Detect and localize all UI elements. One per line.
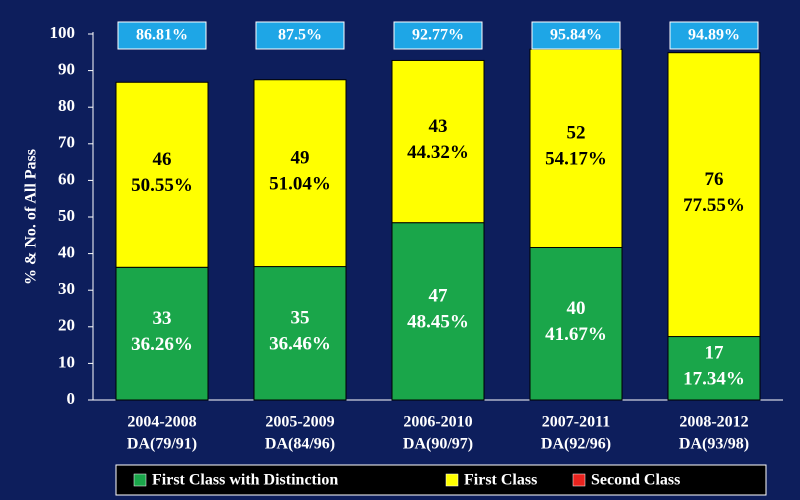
total-box bbox=[669, 21, 759, 50]
segment-percent-label: 17.34% bbox=[683, 369, 745, 390]
legend-swatch bbox=[445, 473, 459, 487]
total-label: 94.89% bbox=[688, 27, 740, 44]
y-tick-label: 100 bbox=[50, 23, 76, 42]
bar-segment bbox=[253, 266, 347, 401]
x-tick-label: DA(84/96) bbox=[265, 436, 335, 453]
bar-segment bbox=[391, 59, 485, 224]
legend-label: First Class bbox=[464, 472, 537, 489]
legend-label: Second Class bbox=[591, 472, 680, 489]
bar-segment bbox=[529, 246, 623, 401]
segment-count-label: 35 bbox=[291, 308, 310, 329]
y-tick-label: 60 bbox=[58, 169, 75, 188]
x-tick-label: 2004-2008 bbox=[127, 414, 196, 431]
total-box bbox=[255, 21, 345, 50]
y-tick-label: 90 bbox=[58, 60, 75, 79]
segment-count-label: 52 bbox=[567, 123, 586, 144]
x-tick-label: DA(79/91) bbox=[127, 436, 197, 453]
bar-segment bbox=[391, 222, 485, 401]
y-tick-label: 80 bbox=[58, 96, 75, 115]
y-tick-label: 10 bbox=[58, 352, 75, 371]
x-tick-label: 2005-2009 bbox=[265, 414, 334, 431]
total-label: 92.77% bbox=[412, 27, 464, 44]
y-tick-label: 0 bbox=[67, 389, 76, 408]
y-axis-title: % & No. of All Pass bbox=[23, 149, 40, 285]
segment-percent-label: 36.46% bbox=[269, 334, 331, 355]
legend-swatch bbox=[133, 473, 147, 487]
x-tick-label: DA(93/98) bbox=[679, 436, 749, 453]
bar-segment bbox=[253, 79, 347, 268]
total-box bbox=[117, 21, 207, 50]
bar-segment bbox=[115, 266, 209, 401]
x-tick-label: DA(90/97) bbox=[403, 436, 473, 453]
segment-percent-label: 41.67% bbox=[545, 324, 607, 345]
segment-count-label: 47 bbox=[429, 286, 449, 307]
total-box bbox=[393, 21, 483, 50]
segment-count-label: 43 bbox=[429, 116, 448, 137]
x-tick-label: DA(92/96) bbox=[541, 436, 611, 453]
total-box bbox=[531, 21, 621, 50]
bar-segment bbox=[115, 81, 209, 268]
segment-percent-label: 36.26% bbox=[131, 334, 193, 355]
segment-percent-label: 48.45% bbox=[407, 312, 469, 333]
x-tick-label: 2007-2011 bbox=[542, 414, 610, 431]
legend-swatch bbox=[572, 473, 586, 487]
segment-percent-label: 77.55% bbox=[683, 195, 745, 216]
total-label: 95.84% bbox=[550, 27, 602, 44]
legend-label: First Class with Distinction bbox=[152, 472, 338, 489]
y-tick-label: 20 bbox=[58, 316, 75, 335]
segment-count-label: 76 bbox=[705, 169, 724, 190]
x-tick-label: 2006-2010 bbox=[403, 414, 472, 431]
segment-count-label: 40 bbox=[567, 298, 586, 319]
bar-segment bbox=[667, 52, 761, 338]
y-tick-label: 50 bbox=[58, 206, 75, 225]
legend-box bbox=[115, 464, 767, 496]
y-tick-label: 70 bbox=[58, 133, 75, 152]
segment-percent-label: 50.55% bbox=[131, 175, 193, 196]
segment-percent-label: 51.04% bbox=[269, 174, 331, 195]
segment-count-label: 46 bbox=[153, 149, 172, 170]
total-label: 87.5% bbox=[278, 27, 322, 44]
segment-count-label: 33 bbox=[153, 308, 172, 329]
x-tick-label: 2008-2012 bbox=[679, 414, 748, 431]
segment-count-label: 49 bbox=[291, 148, 310, 169]
y-tick-label: 40 bbox=[58, 243, 75, 262]
bar-segment bbox=[667, 336, 761, 401]
y-tick-label: 30 bbox=[58, 279, 75, 298]
segment-percent-label: 54.17% bbox=[545, 149, 607, 170]
total-label: 86.81% bbox=[136, 27, 188, 44]
segment-percent-label: 44.32% bbox=[407, 142, 469, 163]
segment-count-label: 17 bbox=[705, 343, 725, 364]
